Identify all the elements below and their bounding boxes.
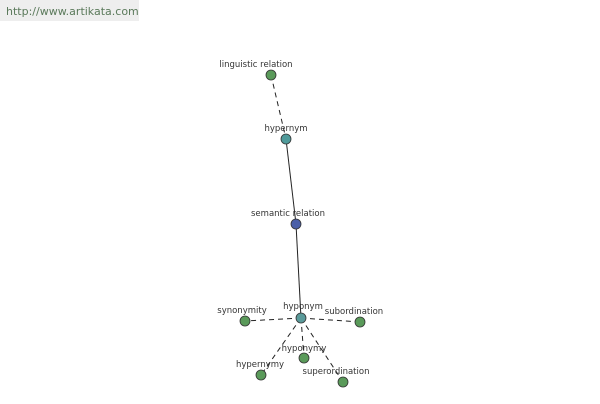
node [290, 218, 302, 230]
node [280, 133, 292, 145]
edges [244, 74, 361, 383]
node [337, 376, 349, 388]
nodes: linguistic relation hypernym semantic re… [217, 60, 383, 388]
node [239, 315, 251, 327]
node-label: semantic relation [251, 209, 325, 219]
edge [270, 74, 287, 140]
node-label: hypernymy [236, 360, 284, 370]
node [265, 69, 277, 81]
edge [244, 317, 302, 322]
url-bar [0, 0, 139, 21]
node [295, 312, 307, 324]
node-label: synonymity [217, 306, 266, 316]
node [255, 369, 267, 381]
edge [300, 317, 361, 323]
edge [295, 223, 302, 319]
node-label: hypernym [264, 124, 307, 134]
node [354, 316, 366, 328]
edge [260, 317, 302, 376]
node-label: hyponym [283, 302, 323, 312]
node-label: hyponymy [282, 344, 327, 354]
edge [285, 138, 297, 225]
node-label: linguistic relation [219, 60, 292, 70]
node [298, 352, 310, 364]
edge [300, 317, 305, 359]
edge [300, 317, 344, 383]
url: http://www.artikata.com [6, 5, 139, 18]
node-label: superordination [303, 367, 370, 377]
node-label: subordination [325, 307, 383, 317]
